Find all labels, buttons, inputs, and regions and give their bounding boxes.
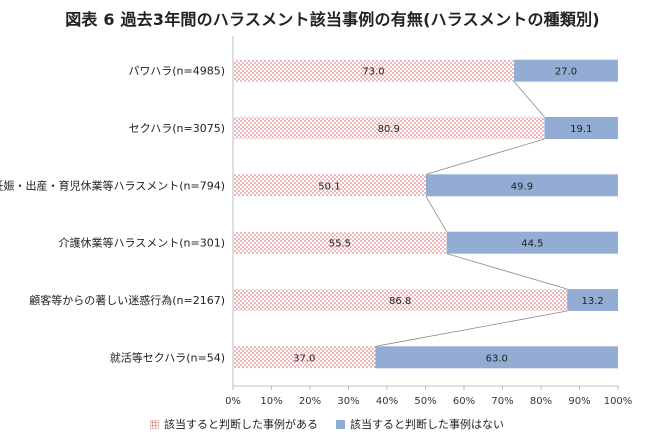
category-label-4: 介護休業等ハラスメント(n=301) <box>58 236 225 250</box>
series-line-4 <box>446 253 568 290</box>
category-label-5: 顧客等からの著しい迷惑行為(n=2167) <box>29 293 225 307</box>
category-label-6: 就活等セクハラ(n=54) <box>110 350 225 364</box>
x-tick-label-2: 10% <box>260 396 282 407</box>
data-label-series-1-4: 55.5 <box>329 239 351 250</box>
legend-item-series-2: 該当すると判断した事例はない <box>336 416 504 432</box>
legend-label-series-2: 該当すると判断した事例はない <box>350 418 504 431</box>
data-label-series-2-4: 44.5 <box>521 239 543 250</box>
data-label-series-2-3: 49.9 <box>511 181 533 192</box>
data-label-series-1-1: 73.0 <box>362 67 384 78</box>
x-tick-label-5: 40% <box>376 396 398 407</box>
bar-series-1-2 <box>233 117 545 139</box>
bar-series-1-1 <box>233 59 515 82</box>
legend-item-series-1: 該当すると判断した事例がある <box>150 416 318 432</box>
bar-series-2-5 <box>567 289 618 311</box>
bar-series-2-6 <box>375 346 618 369</box>
x-tick-label-9: 80% <box>530 396 552 407</box>
bar-series-1-5 <box>233 289 568 311</box>
x-tick-label-6: 50% <box>414 396 436 407</box>
data-label-series-2-2: 19.1 <box>570 124 592 135</box>
series-line-1 <box>513 81 545 118</box>
legend-label-series-1: 該当すると判断した事例がある <box>164 418 318 431</box>
category-label-2: セクハラ(n=3075) <box>129 122 225 135</box>
data-label-series-1-2: 80.9 <box>378 124 400 135</box>
x-tick-label-10: 90% <box>568 396 590 407</box>
x-tick-label-7: 60% <box>453 396 475 407</box>
category-label-1: パワハラ(n=4985) <box>128 65 225 78</box>
data-label-series-1-3: 50.1 <box>318 181 340 192</box>
data-label-series-1-6: 37.0 <box>293 353 315 364</box>
x-tick-label-11: 100% <box>604 396 633 407</box>
legend-swatch-series-1 <box>150 419 159 429</box>
bar-series-1-3 <box>233 174 426 197</box>
bar-series-2-2 <box>544 117 618 139</box>
bar-series-1-4 <box>233 231 447 254</box>
data-label-series-2-6: 63.0 <box>486 353 508 364</box>
data-label-series-1-5: 86.8 <box>389 296 411 307</box>
bar-series-2-4 <box>446 231 618 254</box>
series-line-3 <box>425 196 448 232</box>
bar-series-2-3 <box>425 174 618 197</box>
chart-title: 図表 6 過去3年間のハラスメント該当事例の有無(ハラスメントの種類別) <box>65 10 600 29</box>
x-tick-label-3: 20% <box>299 396 321 407</box>
x-tick-label-1: 0% <box>225 396 241 407</box>
bar-series-2-1 <box>514 59 618 82</box>
bar-series-1-6 <box>233 346 376 369</box>
category-label-3: 妊娠・出産・育児休業等ハラスメント(n=794) <box>0 178 225 192</box>
x-tick-label-4: 30% <box>337 396 359 407</box>
data-label-series-2-5: 13.2 <box>581 296 603 307</box>
x-tick-label-8: 70% <box>491 396 513 407</box>
series-line-5 <box>375 310 568 347</box>
data-label-series-2-1: 27.0 <box>555 67 577 78</box>
legend-swatch-series-2 <box>336 419 345 429</box>
series-line-2 <box>425 138 545 175</box>
